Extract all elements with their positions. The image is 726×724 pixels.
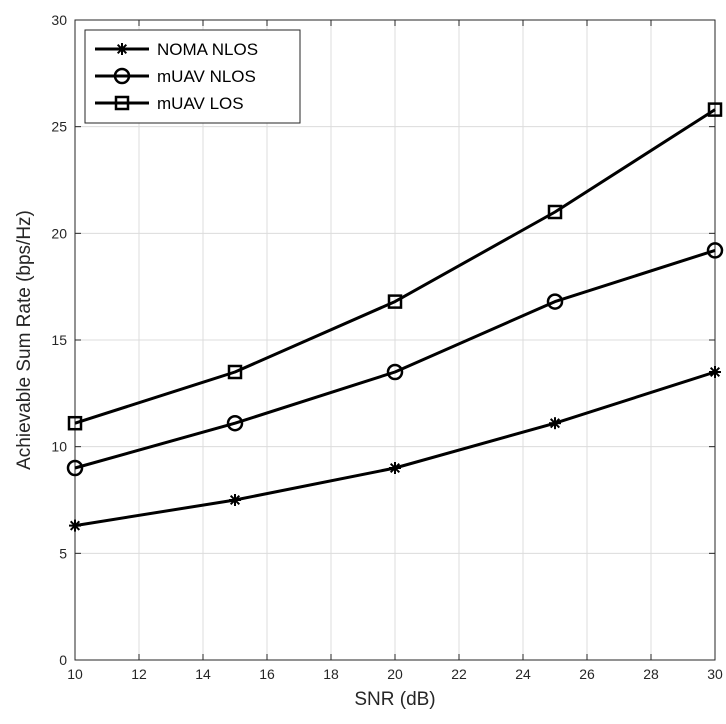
x-tick-label: 24: [515, 666, 531, 682]
x-tick-label: 26: [579, 666, 595, 682]
x-tick-label: 18: [323, 666, 339, 682]
y-tick-label: 20: [51, 225, 67, 241]
data-point: [67, 415, 83, 431]
asterisk-stroke: [116, 43, 128, 55]
x-tick-label: 12: [131, 666, 147, 682]
legend-item: mUAV NLOS: [95, 67, 256, 86]
asterisk-stroke: [549, 418, 561, 429]
data-point: [386, 363, 404, 381]
data-point: [387, 294, 403, 309]
x-tick-label: 20: [387, 666, 403, 682]
y-tick-label: 0: [59, 652, 67, 668]
series-noma-nlos: [69, 366, 721, 532]
legend-marker: [114, 95, 130, 111]
x-tick-label: 16: [259, 666, 275, 682]
series-line: [74, 248, 716, 470]
x-tick-label: 14: [195, 666, 211, 682]
x-axis-label: SNR (dB): [354, 689, 435, 710]
x-tick-label: 28: [643, 666, 659, 682]
axes-frame: [74, 19, 716, 661]
legend-marker: [116, 43, 128, 55]
data-point: [229, 494, 241, 506]
asterisk-stroke: [709, 366, 721, 378]
data-point: [227, 364, 243, 380]
legend: NOMA NLOS mUAV NLOS mUAV LOS: [84, 29, 301, 124]
y-axis-label: Achievable Sum Rate (bps/Hz): [14, 210, 35, 470]
legend-label: mUAV LOS: [157, 94, 244, 113]
y-tick-label: 5: [59, 545, 67, 561]
asterisk-stroke: [229, 494, 241, 506]
legend-item: mUAV LOS: [95, 94, 244, 113]
data-point: [707, 102, 723, 117]
series-line: [74, 108, 716, 425]
data-point: [226, 414, 244, 432]
data-point: [546, 293, 564, 310]
y-tick-label: 10: [51, 439, 67, 455]
data-point: [69, 519, 81, 532]
data-point: [709, 366, 721, 378]
legend-label: mUAV NLOS: [157, 67, 256, 86]
data-point: [389, 462, 401, 474]
data-point: [549, 417, 561, 430]
tick-labels: 10 12 14 16 18 20 22 24 26 28 30 0 5 10 15 20 25 30: [51, 12, 723, 682]
series-muav-los: [67, 102, 723, 431]
x-tick-label: 30: [707, 666, 723, 682]
data-series: [66, 102, 724, 532]
data-point: [547, 204, 563, 220]
x-tick-label: 22: [451, 666, 467, 682]
y-tick-label: 30: [51, 12, 67, 28]
legend-item: NOMA NLOS: [95, 40, 258, 59]
legend-marker: [113, 67, 131, 85]
data-point: [66, 459, 84, 477]
legend-label: NOMA NLOS: [157, 40, 258, 59]
asterisk-stroke: [69, 520, 81, 531]
y-tick-label: 15: [51, 332, 67, 348]
data-point: [706, 242, 724, 259]
x-tick-label: 10: [67, 666, 83, 682]
series-muav-nlos: [66, 242, 724, 477]
y-tick-label: 25: [51, 119, 67, 135]
asterisk-stroke: [389, 462, 401, 474]
